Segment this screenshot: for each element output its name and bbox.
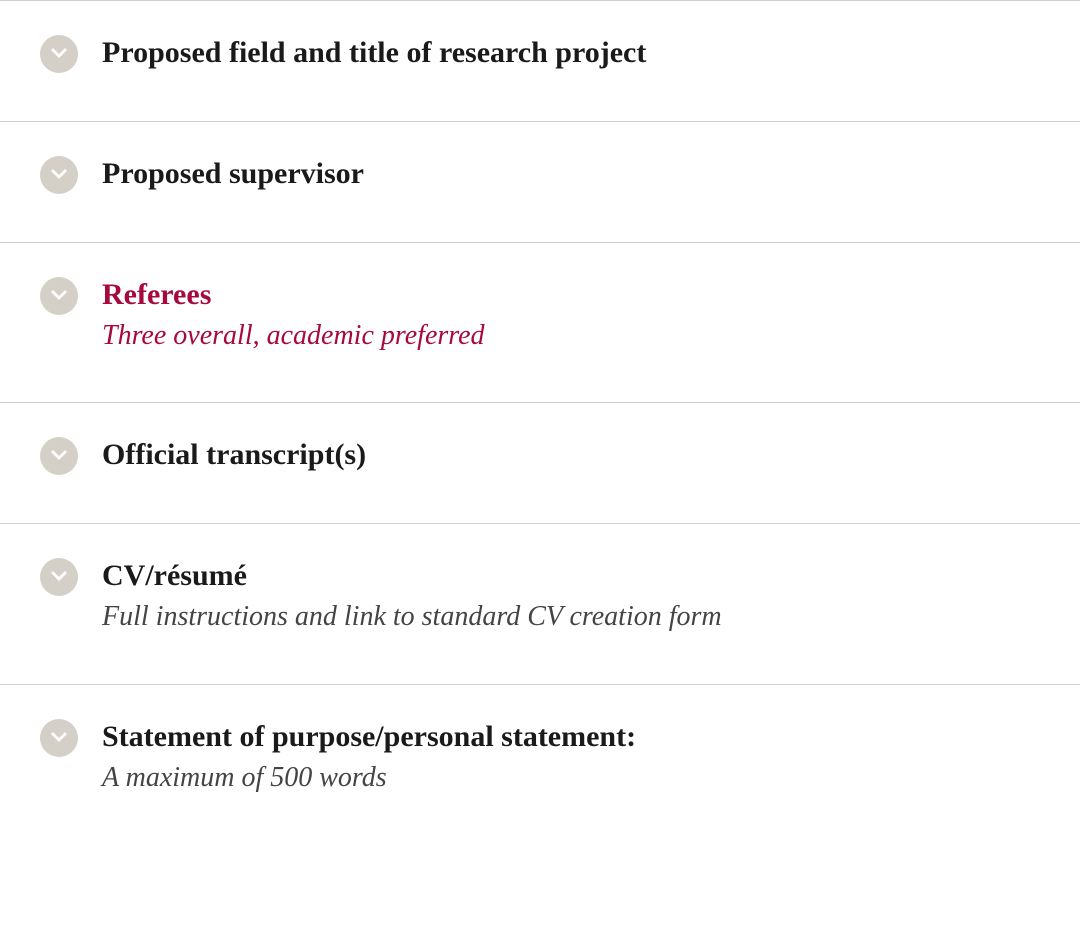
chevron-down-icon bbox=[40, 156, 78, 194]
accordion-item-proposed-supervisor[interactable]: Proposed supervisor bbox=[0, 121, 1080, 242]
accordion-content: Statement of purpose/personal statement:… bbox=[102, 717, 1060, 796]
accordion-item-cv-resume[interactable]: CV/résumé Full instructions and link to … bbox=[0, 523, 1080, 683]
chevron-down-icon bbox=[40, 35, 78, 73]
accordion-content: Official transcript(s) bbox=[102, 435, 1060, 474]
chevron-down-icon bbox=[40, 277, 78, 315]
accordion-subtitle: Full instructions and link to standard C… bbox=[102, 599, 1060, 635]
accordion-item-official-transcripts[interactable]: Official transcript(s) bbox=[0, 402, 1080, 523]
accordion-title: Referees bbox=[102, 275, 1060, 314]
accordion-item-referees[interactable]: Referees Three overall, academic preferr… bbox=[0, 242, 1080, 402]
accordion-subtitle: A maximum of 500 words bbox=[102, 760, 1060, 796]
accordion-content: Proposed supervisor bbox=[102, 154, 1060, 193]
chevron-down-icon bbox=[40, 558, 78, 596]
accordion-item-proposed-field[interactable]: Proposed field and title of research pro… bbox=[0, 0, 1080, 121]
accordion-title: Proposed supervisor bbox=[102, 154, 1060, 193]
accordion-title: Official transcript(s) bbox=[102, 435, 1060, 474]
accordion-list: Proposed field and title of research pro… bbox=[0, 0, 1080, 844]
accordion-title: Proposed field and title of research pro… bbox=[102, 33, 1060, 72]
accordion-content: Proposed field and title of research pro… bbox=[102, 33, 1060, 72]
accordion-title: CV/résumé bbox=[102, 556, 1060, 595]
accordion-content: CV/résumé Full instructions and link to … bbox=[102, 556, 1060, 635]
accordion-content: Referees Three overall, academic preferr… bbox=[102, 275, 1060, 354]
chevron-down-icon bbox=[40, 719, 78, 757]
accordion-subtitle: Three overall, academic preferred bbox=[102, 318, 1060, 354]
accordion-title: Statement of purpose/personal statement: bbox=[102, 717, 1060, 756]
chevron-down-icon bbox=[40, 437, 78, 475]
accordion-item-statement-of-purpose[interactable]: Statement of purpose/personal statement:… bbox=[0, 684, 1080, 844]
